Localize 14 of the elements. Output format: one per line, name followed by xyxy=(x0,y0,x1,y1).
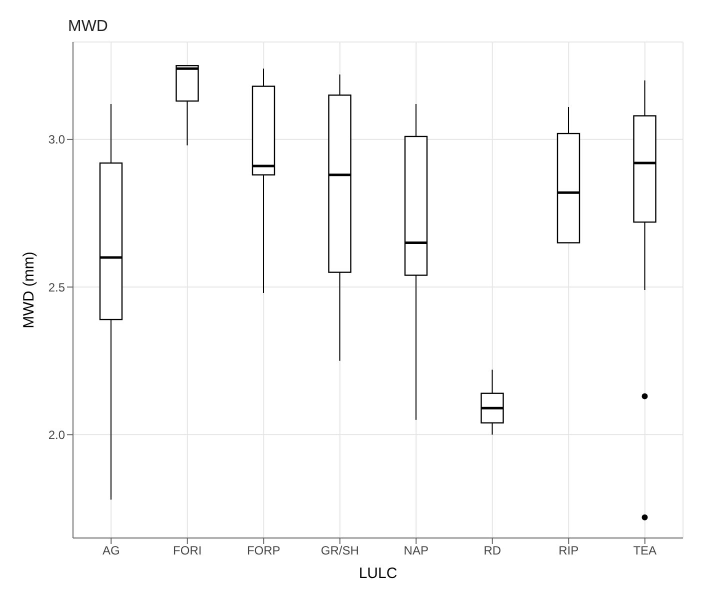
y-tick-label: 2.5 xyxy=(48,280,66,294)
y-axis-title: MWD (mm) xyxy=(20,252,38,328)
x-axis-title: LULC xyxy=(358,565,398,582)
chart-title: MWD xyxy=(68,18,108,36)
x-tick-label: TEA xyxy=(633,544,657,558)
x-tick-label: AG xyxy=(102,544,120,558)
x-tick-label: GR/SH xyxy=(320,544,359,558)
x-tick-label: RD xyxy=(484,544,502,558)
y-tick-label: 3.0 xyxy=(48,132,66,147)
x-tick-label: RIP xyxy=(558,544,579,558)
x-tick-label: NAP xyxy=(404,544,428,558)
x-tick-label: FORP xyxy=(246,544,280,558)
y-tick-label: 2.0 xyxy=(48,428,66,442)
x-tick-label: FORI xyxy=(173,544,202,558)
